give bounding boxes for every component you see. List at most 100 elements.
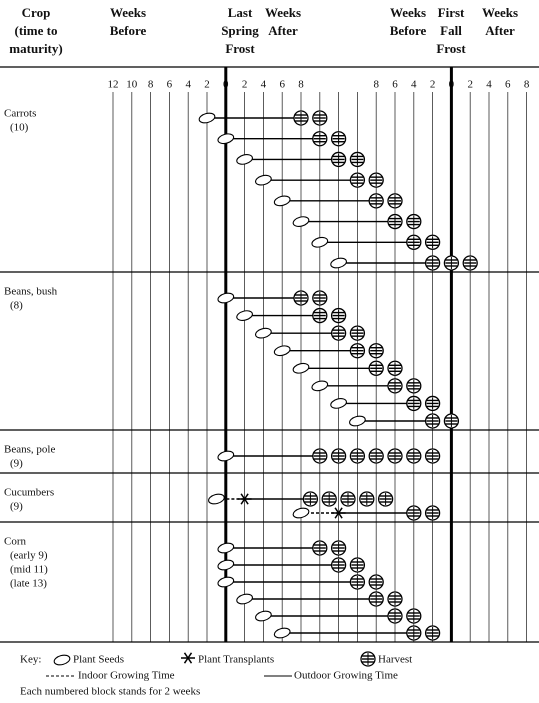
column-label: 10 xyxy=(126,79,138,91)
seed-icon xyxy=(53,654,71,666)
harvest-icon xyxy=(387,378,403,394)
key-label: Plant Transplants xyxy=(198,654,274,666)
period-header: Weeks xyxy=(482,5,518,20)
harvest-icon xyxy=(443,413,460,429)
harvest-icon xyxy=(302,491,319,507)
key-title: Key: xyxy=(20,654,41,666)
harvest-icon xyxy=(424,255,441,271)
leaf xyxy=(183,657,189,664)
seed-icon xyxy=(217,542,235,554)
harvest-icon xyxy=(424,413,441,429)
seed-icon xyxy=(330,398,347,409)
harvest-icon xyxy=(387,213,403,230)
harvest-icon xyxy=(387,360,403,376)
harvest-icon xyxy=(368,360,384,376)
harvest-icon xyxy=(387,591,403,607)
seed-icon xyxy=(255,610,272,622)
crop-label: (9) xyxy=(10,458,23,470)
column-label: 2 xyxy=(204,79,210,91)
harvest-icon xyxy=(406,234,422,250)
harvest-icon xyxy=(330,540,347,556)
seed-icon xyxy=(292,362,310,374)
transplant-icon xyxy=(181,652,195,664)
column-label: 4 xyxy=(411,79,417,91)
harvest-icon xyxy=(330,307,347,324)
harvest-icon xyxy=(443,255,460,271)
column-label: 6 xyxy=(505,79,511,91)
seed-icon xyxy=(236,593,253,605)
seed-icon xyxy=(273,627,291,639)
period-header: Frost xyxy=(436,41,466,56)
leaf xyxy=(337,512,343,519)
column-label: 4 xyxy=(486,79,492,91)
harvest-icon xyxy=(349,343,366,359)
leaf xyxy=(187,652,193,659)
seed-icon xyxy=(236,310,253,321)
harvest-icon xyxy=(312,540,328,556)
leaf xyxy=(240,493,246,500)
period-header: First xyxy=(438,5,465,20)
key-label: Indoor Growing Time xyxy=(78,670,175,682)
key-label: Plant Seeds xyxy=(73,654,124,666)
period-header: Weeks xyxy=(110,5,146,20)
harvest-icon xyxy=(360,651,376,667)
harvest-icon xyxy=(406,448,422,464)
harvest-icon xyxy=(462,255,478,271)
harvest-icon xyxy=(377,491,394,507)
period-header: Before xyxy=(390,23,427,38)
period-header: Frost xyxy=(225,41,255,56)
crop-label: (late 13) xyxy=(10,578,47,590)
seed-icon xyxy=(217,559,235,571)
crop-label: Beans, bush xyxy=(4,286,58,298)
harvest-icon xyxy=(293,110,309,126)
harvest-icon xyxy=(312,307,328,324)
transplant-icon xyxy=(331,507,346,519)
crop-label: Carrots xyxy=(4,108,36,120)
crop-label: (8) xyxy=(10,300,23,312)
harvest-icon xyxy=(349,574,366,590)
column-label: 6 xyxy=(279,79,285,91)
harvest-icon xyxy=(387,193,403,209)
column-label: 8 xyxy=(524,79,530,91)
harvest-icon xyxy=(368,193,384,209)
column-label: 2 xyxy=(467,79,473,91)
seed-icon xyxy=(311,236,329,248)
crop-label: (9) xyxy=(10,501,23,513)
column-label: 2 xyxy=(242,79,248,91)
harvest-icon xyxy=(330,131,347,147)
crop-header: maturity) xyxy=(9,41,62,56)
column-label: 8 xyxy=(298,79,304,91)
harvest-icon xyxy=(406,625,422,641)
harvest-icon xyxy=(349,557,366,573)
crop-label: Beans, pole xyxy=(4,444,55,456)
leaf xyxy=(187,657,193,664)
key-label: Outdoor Growing Time xyxy=(294,670,398,682)
harvest-icon xyxy=(340,491,356,507)
harvest-icon xyxy=(330,151,347,168)
crop-label: Cucumbers xyxy=(4,487,54,499)
harvest-icon xyxy=(312,290,328,306)
seed-icon xyxy=(208,493,225,505)
harvest-icon xyxy=(349,448,366,464)
harvest-icon xyxy=(368,448,384,464)
harvest-icon xyxy=(368,172,384,188)
leaf xyxy=(334,507,340,514)
crop-label: (early 9) xyxy=(10,550,48,562)
seed-icon xyxy=(217,576,235,588)
harvest-icon xyxy=(424,448,441,464)
leaf xyxy=(334,512,340,519)
harvest-icon xyxy=(406,608,422,624)
harvest-icon xyxy=(330,325,347,341)
harvest-icon xyxy=(406,505,422,521)
seed-icon xyxy=(330,257,347,269)
seed-icon xyxy=(292,216,310,227)
column-label: 6 xyxy=(392,79,398,91)
seed-icon xyxy=(236,154,253,165)
harvest-icon xyxy=(359,491,375,507)
harvest-icon xyxy=(349,325,366,341)
harvest-icon xyxy=(406,378,422,394)
harvest-icon xyxy=(368,574,384,590)
harvest-icon xyxy=(330,448,347,464)
period-header: After xyxy=(485,23,515,38)
harvest-icon xyxy=(424,505,441,521)
